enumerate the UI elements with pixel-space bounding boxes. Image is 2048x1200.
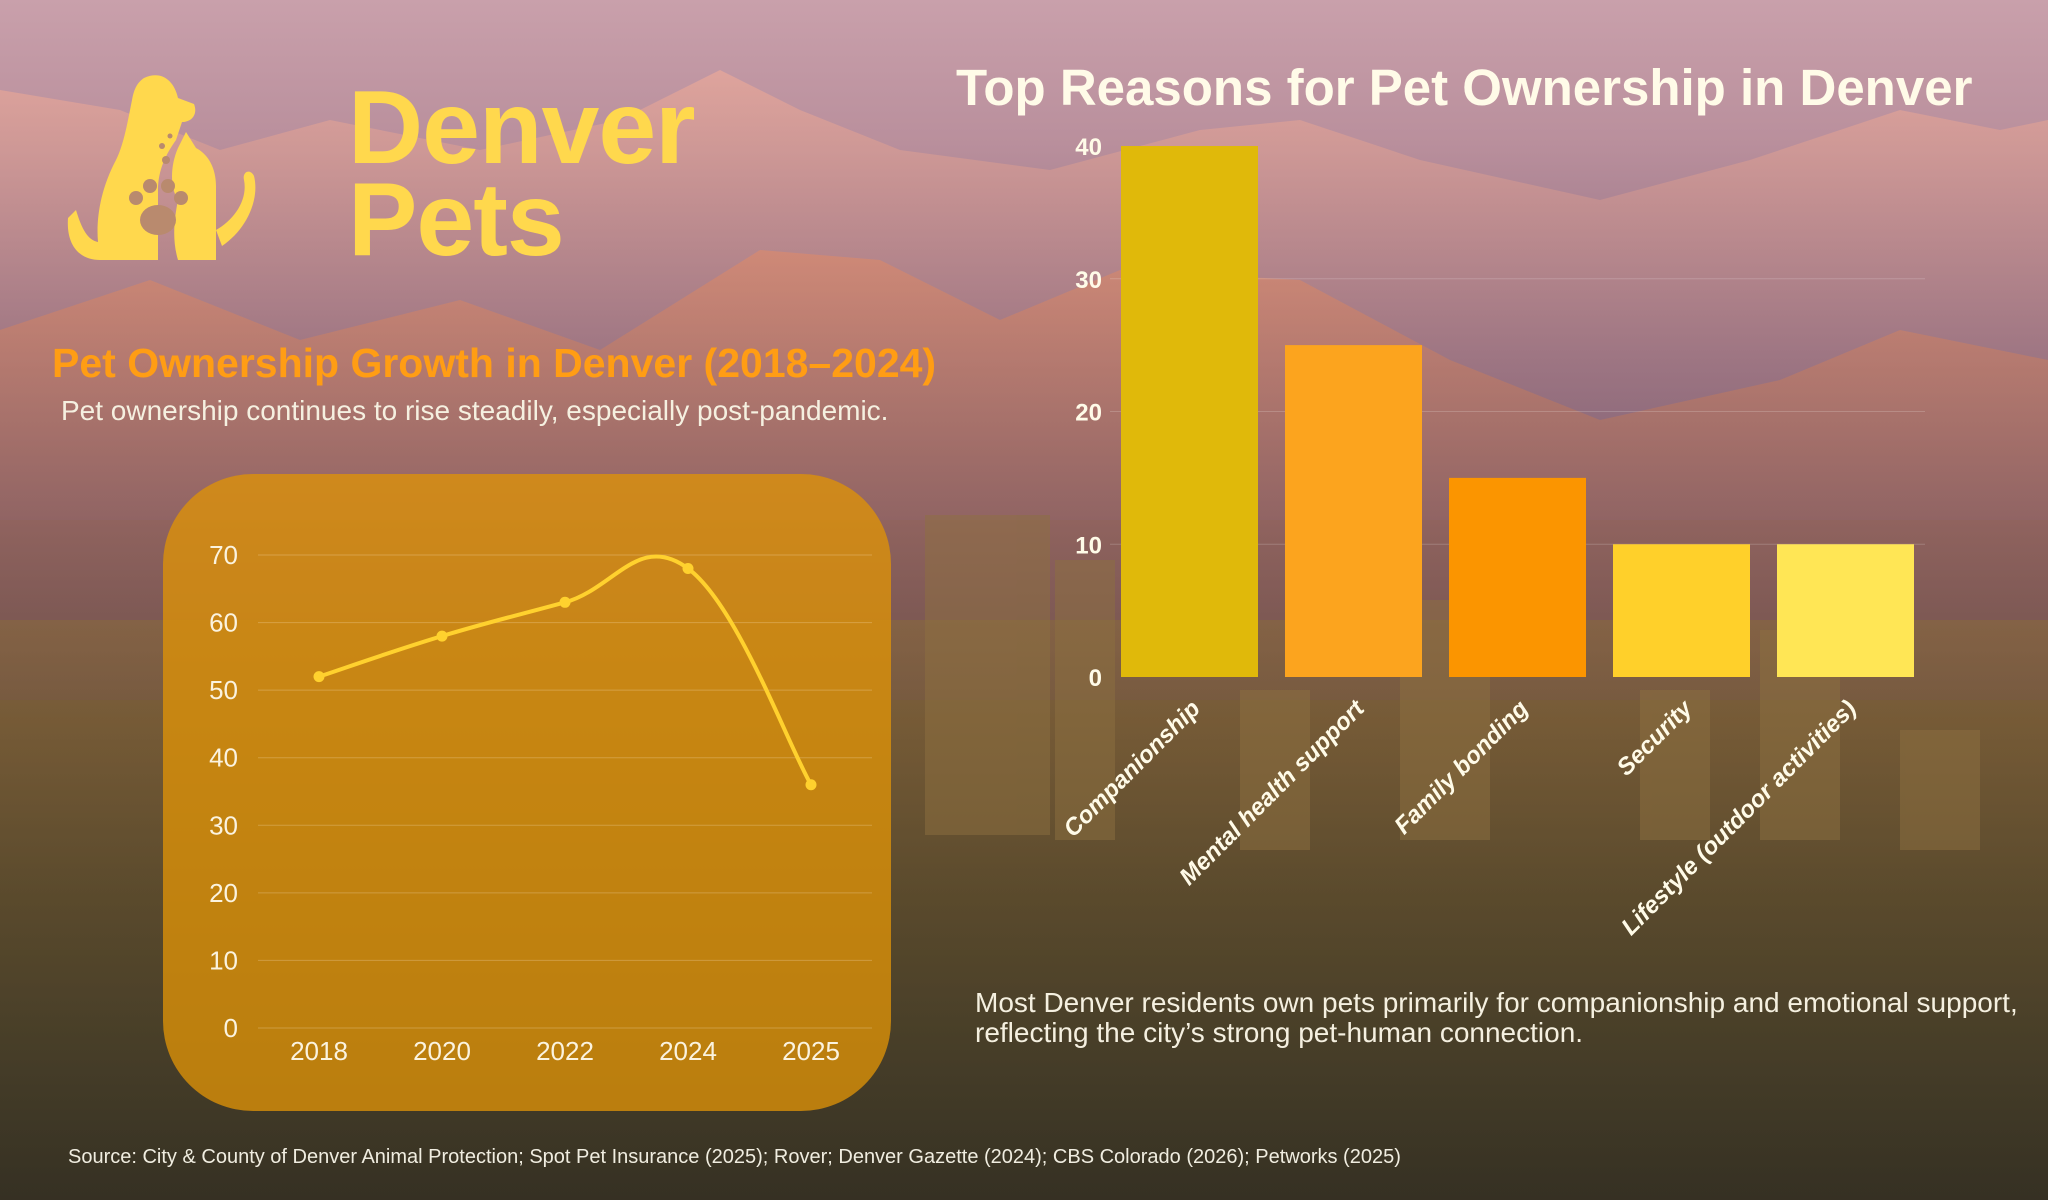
data-point — [682, 563, 694, 575]
line-chart-subtitle: Pet ownership continues to rise steadily… — [61, 395, 889, 426]
x-tick-label: Family bonding — [1389, 695, 1534, 840]
y-tick-label: 50 — [209, 675, 238, 705]
bar — [1613, 544, 1750, 677]
line-chart-card — [163, 474, 891, 1111]
x-tick-label: 2022 — [536, 1036, 594, 1066]
line-chart-title: Pet Ownership Growth in Denver (2018–202… — [52, 340, 937, 386]
x-tick-label: Security — [1612, 694, 1699, 781]
y-tick-label: 0 — [1089, 665, 1102, 692]
bar — [1777, 544, 1914, 677]
source-footnote: Source: City & County of Denver Animal P… — [68, 1146, 1401, 1168]
x-tick-label: 2020 — [413, 1036, 471, 1066]
y-tick-label: 40 — [1075, 134, 1102, 161]
data-point — [559, 596, 571, 608]
x-tick-label: Mental health support — [1174, 694, 1370, 890]
y-tick-label: 70 — [209, 540, 238, 570]
y-tick-label: 0 — [224, 1013, 238, 1043]
bar — [1121, 146, 1258, 677]
data-point — [313, 671, 325, 683]
y-tick-label: 10 — [209, 945, 238, 975]
y-tick-label: 10 — [1075, 532, 1102, 559]
x-tick-label: 2025 — [782, 1036, 840, 1066]
bar — [1449, 477, 1586, 677]
data-point — [436, 630, 448, 642]
bar-chart-description: Most Denver residents own pets primarily… — [975, 987, 2018, 1048]
bar-chart-title: Top Reasons for Pet Ownership in Denver — [956, 59, 1973, 116]
x-tick-label: Companionship — [1058, 695, 1205, 842]
series-line — [318, 554, 813, 786]
brand-logo-text: Denver Pets — [348, 70, 696, 278]
brand-line-1: Denver — [348, 70, 696, 186]
brand-line-2: Pets — [348, 162, 565, 278]
data-point — [805, 779, 817, 791]
bar — [1285, 345, 1422, 677]
pets-logo-icon — [67, 75, 256, 260]
x-tick-label: 2018 — [290, 1036, 348, 1066]
y-tick-label: 40 — [209, 743, 238, 773]
y-tick-label: 30 — [209, 810, 238, 840]
y-tick-label: 60 — [209, 608, 238, 638]
y-tick-label: 30 — [1075, 267, 1102, 294]
y-tick-label: 20 — [1075, 400, 1102, 427]
x-tick-label: 2024 — [659, 1036, 717, 1066]
y-tick-label: 20 — [209, 878, 238, 908]
